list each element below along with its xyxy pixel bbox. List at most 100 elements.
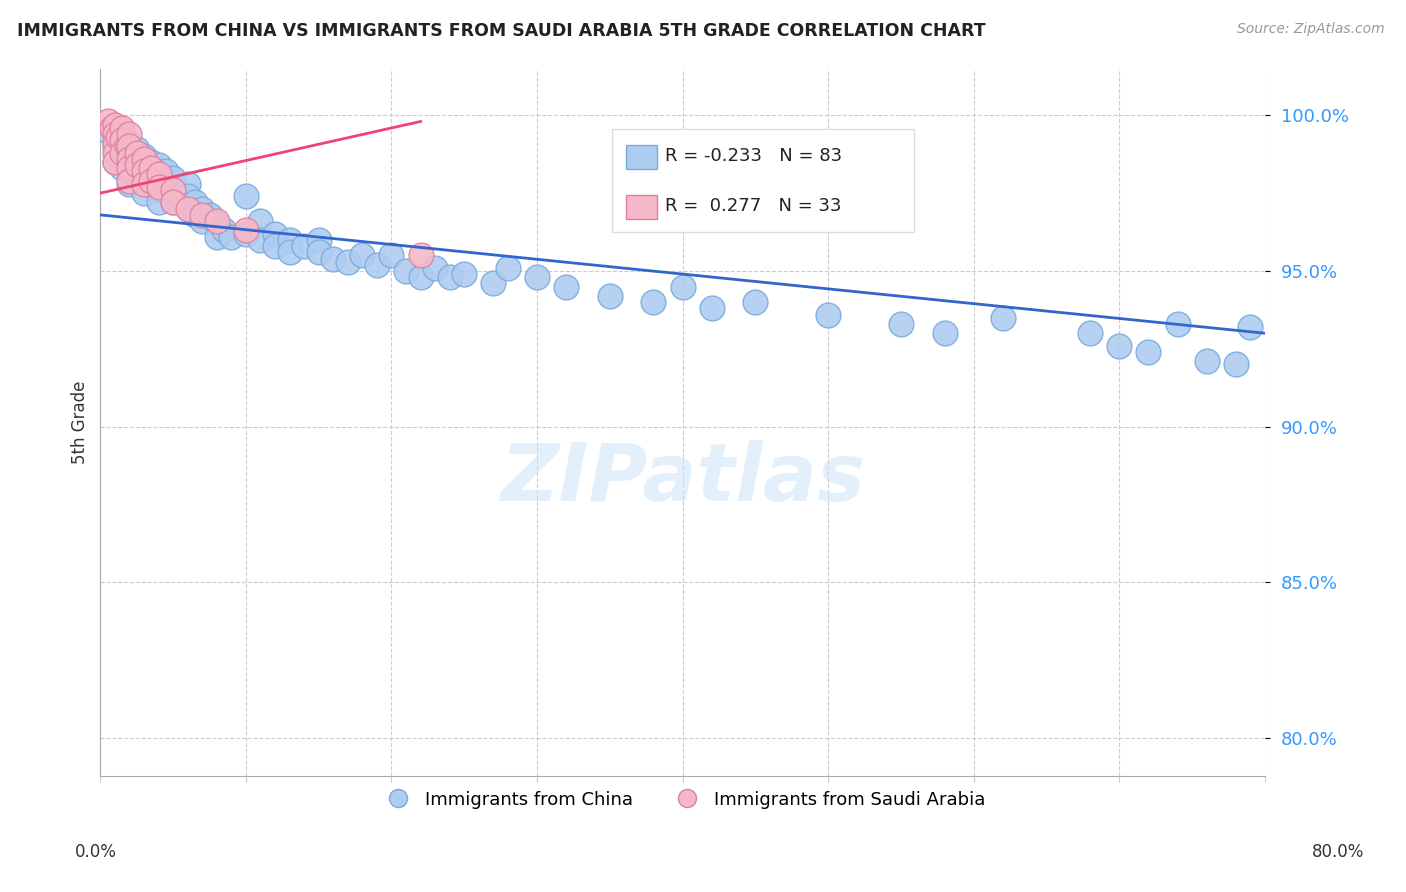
Point: [111, 145, 134, 160]
Point: [1078, 326, 1101, 341]
Point: [249, 214, 271, 228]
Point: [308, 245, 330, 260]
Point: [278, 245, 301, 260]
Point: [482, 277, 505, 291]
Point: [118, 152, 141, 166]
Point: [162, 183, 184, 197]
Point: [118, 127, 141, 141]
Point: [101, 120, 124, 135]
Point: [1166, 317, 1188, 331]
Point: [292, 239, 315, 253]
Point: [141, 161, 163, 176]
Point: [141, 174, 163, 188]
Point: [671, 279, 693, 293]
Point: [176, 202, 198, 216]
Point: [184, 208, 207, 222]
Point: [526, 270, 548, 285]
Y-axis label: 5th Grade: 5th Grade: [72, 380, 89, 464]
Point: [264, 239, 287, 253]
Point: [336, 254, 359, 268]
Point: [205, 217, 228, 231]
Point: [132, 186, 155, 200]
Point: [97, 124, 120, 138]
Point: [148, 168, 170, 182]
Point: [107, 130, 129, 145]
Text: 80.0%: 80.0%: [1312, 843, 1365, 861]
Point: [991, 310, 1014, 325]
Text: 0.0%: 0.0%: [75, 843, 117, 861]
Point: [111, 161, 134, 176]
Point: [191, 202, 214, 216]
Point: [132, 161, 155, 176]
Point: [162, 183, 184, 197]
Text: R = -0.233   N = 83: R = -0.233 N = 83: [665, 147, 842, 165]
Point: [744, 295, 766, 310]
Point: [198, 208, 221, 222]
Point: [141, 155, 163, 169]
Text: IMMIGRANTS FROM CHINA VS IMMIGRANTS FROM SAUDI ARABIA 5TH GRADE CORRELATION CHAR: IMMIGRANTS FROM CHINA VS IMMIGRANTS FROM…: [17, 22, 986, 40]
Point: [104, 127, 127, 141]
Point: [104, 155, 127, 169]
Point: [380, 248, 402, 262]
Point: [1137, 345, 1160, 359]
Point: [111, 120, 134, 135]
Point: [264, 227, 287, 241]
Point: [191, 208, 214, 222]
Point: [132, 164, 155, 178]
Point: [111, 133, 134, 147]
Point: [118, 161, 141, 176]
Point: [125, 143, 148, 157]
Point: [148, 183, 170, 197]
Legend: Immigrants from China, Immigrants from Saudi Arabia: Immigrants from China, Immigrants from S…: [373, 783, 993, 816]
Point: [169, 189, 191, 203]
Point: [817, 308, 839, 322]
Point: [643, 295, 665, 310]
Point: [162, 170, 184, 185]
Point: [155, 177, 177, 191]
Text: ZIPatlas: ZIPatlas: [501, 440, 865, 517]
Point: [118, 177, 141, 191]
Point: [118, 136, 141, 151]
Point: [1195, 354, 1218, 368]
Point: [934, 326, 956, 341]
Point: [104, 145, 127, 160]
Point: [184, 195, 207, 210]
Point: [221, 229, 243, 244]
Point: [111, 130, 134, 145]
Point: [125, 170, 148, 185]
Point: [118, 174, 141, 188]
Point: [1239, 320, 1261, 334]
Point: [599, 289, 621, 303]
Point: [125, 155, 148, 169]
Point: [1225, 358, 1247, 372]
Point: [111, 145, 134, 160]
Point: [191, 214, 214, 228]
Point: [125, 158, 148, 172]
Point: [1108, 339, 1130, 353]
Point: [104, 139, 127, 153]
Point: [97, 114, 120, 128]
Point: [104, 155, 127, 169]
Point: [409, 248, 432, 262]
Point: [205, 214, 228, 228]
Point: [118, 139, 141, 153]
Point: [148, 179, 170, 194]
Point: [162, 195, 184, 210]
Point: [212, 223, 235, 237]
Point: [162, 195, 184, 210]
Point: [409, 270, 432, 285]
Point: [155, 164, 177, 178]
Point: [700, 301, 723, 316]
Point: [453, 267, 475, 281]
Point: [322, 252, 344, 266]
Point: [205, 229, 228, 244]
Point: [439, 270, 461, 285]
Point: [890, 317, 912, 331]
Text: R =  0.277   N = 33: R = 0.277 N = 33: [665, 197, 842, 215]
Point: [132, 149, 155, 163]
Point: [104, 118, 127, 132]
Point: [235, 227, 257, 241]
Point: [249, 233, 271, 247]
Point: [176, 177, 198, 191]
Point: [104, 136, 127, 151]
